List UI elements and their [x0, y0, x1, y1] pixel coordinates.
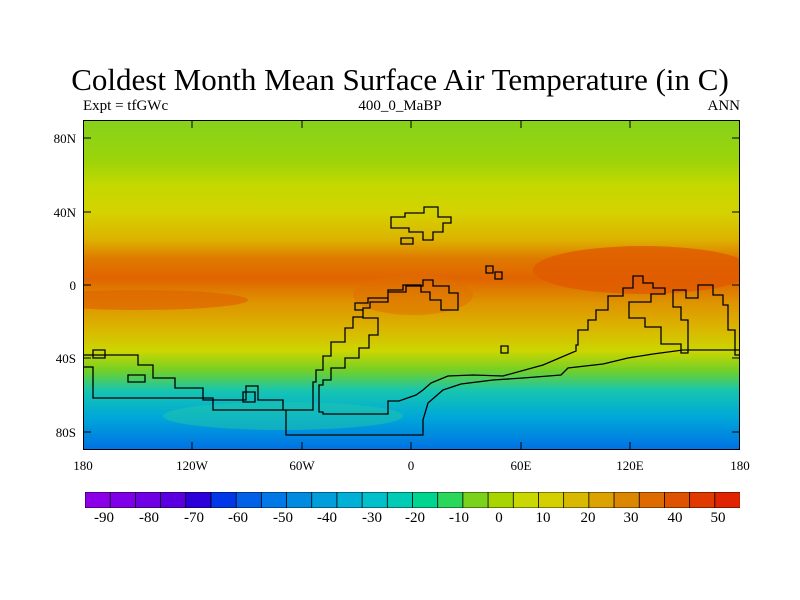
coastline-equatorial-islet-2 [494, 271, 503, 280]
colorbar-label-minus-30: -30 [362, 510, 382, 526]
colorbar-label-minus-80: -80 [139, 510, 159, 526]
colorbar-swatch [664, 492, 691, 508]
coastline-southwest-islet [92, 349, 106, 359]
coastline-southern-continent [83, 275, 740, 436]
colorbar-swatch [336, 492, 363, 508]
colorbar-label-minus-90: -90 [94, 510, 114, 526]
lat-label-80s: 80S [55, 425, 76, 440]
colorbar-swatch [134, 492, 162, 508]
colorbar-swatch [714, 492, 740, 508]
colorbar-label-10: 10 [535, 510, 551, 526]
lon-label-60e: 60E [510, 458, 532, 473]
lon-ticks [191, 120, 631, 450]
coastline-southwest-islet-2 [127, 374, 146, 383]
colorbar-swatch [563, 492, 590, 508]
colorbar-swatch [538, 492, 565, 508]
colorbar-swatch [260, 492, 288, 508]
coastline-north-islet [400, 237, 414, 245]
colorbar-swatch [487, 492, 514, 508]
colorbar-label-minus-60: -60 [228, 510, 248, 526]
colorbar-swatch [412, 492, 439, 508]
colorbar-label-40: 40 [667, 510, 683, 526]
colorbar-label-minus-20: -20 [405, 510, 425, 526]
coastline-north-continent [390, 206, 452, 241]
lon-label-120e: 120E [616, 458, 644, 473]
period-label: 400_0_MaBP [358, 98, 442, 114]
colorbar-swatch [689, 492, 716, 508]
coastline-south-islet-2 [500, 345, 509, 354]
colorbar-label-30: 30 [623, 510, 639, 526]
lat-label-0: 0 [69, 278, 77, 293]
colorbar-swatch [386, 492, 414, 508]
coastline-equatorial-islet [485, 265, 494, 274]
coastline-south-islet [242, 391, 256, 403]
lon-label-180e: 180 [730, 458, 750, 473]
colorbar-swatch [638, 492, 666, 508]
colorbar-label-0: 0 [495, 510, 503, 526]
colorbar-swatch [210, 492, 237, 508]
lon-label-180w: 180 [73, 458, 93, 473]
lat-label-40s: 40S [55, 351, 76, 366]
lat-ticks [83, 137, 740, 433]
colorbar-swatch [437, 492, 464, 508]
colorbar-swatch [160, 492, 187, 508]
map-title: Coldest Month Mean Surface Air Temperatu… [71, 62, 729, 97]
warm-anomaly-east [533, 246, 740, 294]
colorbar-swatch [613, 492, 640, 508]
lon-label-120w: 120W [176, 458, 208, 473]
season-label: ANN [707, 98, 741, 114]
colorbar-label-minus-40: -40 [317, 510, 337, 526]
colorbar-swatch [109, 492, 137, 508]
lat-label-80n: 80N [53, 131, 76, 146]
colorbar-swatch [361, 492, 389, 508]
colorbar-swatch [588, 492, 615, 508]
experiment-label: Expt = tfGWc [83, 98, 169, 114]
warm-anomaly-west [83, 290, 248, 310]
colorbar-swatch [512, 492, 540, 508]
colorbar [85, 492, 740, 508]
colorbar-label-20: 20 [580, 510, 596, 526]
colorbar-swatch [286, 492, 313, 508]
colorbar-label-minus-50: -50 [273, 510, 293, 526]
colorbar-label-50: 50 [710, 510, 726, 526]
colorbar-swatch [185, 492, 212, 508]
warm-anomaly-center [353, 275, 473, 315]
colorbar-swatch [85, 492, 111, 508]
lon-label-0: 0 [407, 458, 415, 473]
lat-label-40n: 40N [53, 205, 76, 220]
lon-label-60w: 60W [289, 458, 315, 473]
colorbar-label-minus-70: -70 [184, 510, 204, 526]
temperature-map [83, 120, 740, 450]
coastlines [83, 206, 740, 436]
colorbar-swatch [311, 492, 338, 508]
colorbar-swatch [462, 492, 489, 508]
colorbar-label-minus-10: -10 [449, 510, 469, 526]
cold-anomaly-south [163, 402, 403, 430]
colorbar-swatch [235, 492, 263, 508]
